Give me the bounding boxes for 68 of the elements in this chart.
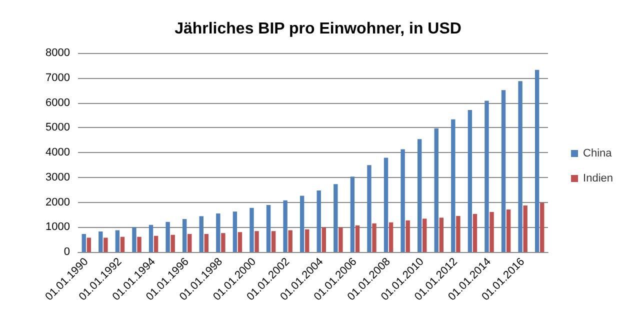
bar	[238, 232, 242, 252]
bar	[288, 230, 292, 252]
bar	[115, 230, 120, 252]
bar	[372, 223, 376, 252]
bar	[534, 70, 540, 252]
bar	[216, 213, 220, 252]
bar	[170, 234, 175, 252]
bar	[406, 220, 410, 252]
bar	[82, 234, 86, 252]
legend-label: Indien	[583, 172, 614, 184]
bar	[86, 238, 92, 252]
bar	[338, 227, 343, 252]
bar	[188, 234, 192, 252]
y-tick-label: 6000	[46, 96, 70, 109]
bar	[334, 184, 338, 252]
bar	[300, 196, 304, 252]
bar	[322, 227, 326, 252]
bar	[451, 119, 456, 252]
bar	[422, 218, 427, 252]
bar	[468, 110, 472, 252]
bar	[120, 236, 125, 252]
bar	[148, 224, 154, 252]
bar	[232, 212, 238, 252]
bar	[400, 149, 405, 252]
bar	[367, 165, 372, 252]
bar	[384, 158, 388, 252]
y-tick-label: 3000	[46, 171, 70, 184]
y-tick-label: 5000	[46, 122, 70, 134]
bar	[388, 222, 394, 252]
bar	[518, 81, 522, 252]
bar	[355, 225, 360, 252]
bar	[137, 236, 142, 252]
bar	[254, 231, 259, 252]
bar	[271, 231, 276, 252]
bar	[434, 128, 438, 252]
bar	[204, 234, 209, 252]
y-tick-label: 8000	[46, 47, 70, 59]
bar	[266, 204, 271, 252]
bar	[506, 209, 511, 252]
bar	[484, 100, 489, 252]
bar	[132, 227, 136, 252]
bar	[104, 238, 108, 252]
bar	[199, 216, 204, 252]
bar	[316, 190, 321, 252]
bar	[250, 208, 254, 252]
bar	[221, 233, 226, 252]
bar	[490, 212, 494, 252]
bar	[456, 216, 460, 252]
bar	[154, 236, 158, 252]
bar	[166, 222, 170, 252]
legend-label: China	[583, 148, 613, 160]
y-tick-label: 0	[64, 246, 70, 258]
bar	[472, 214, 478, 252]
y-tick-label: 7000	[46, 72, 70, 84]
bar	[540, 202, 544, 252]
y-tick-label: 2000	[46, 196, 70, 208]
bar	[417, 139, 422, 252]
bar	[439, 218, 444, 252]
bar	[182, 219, 187, 252]
bar	[98, 231, 103, 252]
bar	[523, 205, 528, 252]
y-tick-label: 4000	[46, 146, 70, 158]
bar	[350, 176, 355, 252]
chart-title: Jährliches BIP pro Einwohner, in USD	[174, 20, 462, 38]
bar	[305, 229, 310, 252]
bar	[501, 90, 506, 252]
y-tick-label: 1000	[46, 221, 70, 234]
bar	[283, 200, 288, 252]
